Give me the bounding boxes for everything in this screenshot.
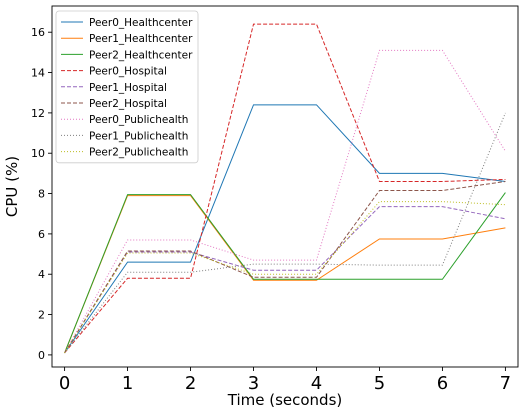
legend-entry: Peer0_Hospital (89, 66, 167, 78)
y-tick-label: 6 (38, 228, 45, 241)
series-line-3 (64, 23, 506, 354)
x-tick-label: 0 (59, 373, 70, 394)
legend: Peer0_Healthcenter Peer1_Healthcenter Peer… (55, 10, 199, 164)
x-tick-label: 2 (185, 373, 196, 394)
legend-entry: Peer2_Publichealth (89, 147, 188, 159)
y-tick-label: 16 (31, 26, 45, 39)
x-axis: 0 1 2 3 4 5 6 7 (59, 367, 511, 394)
y-tick-label: 10 (31, 147, 45, 160)
x-tick-label: 4 (311, 373, 322, 394)
series-line-0 (64, 104, 506, 354)
y-tick-label: 12 (31, 107, 45, 120)
legend-entry: Peer1_Publichealth (89, 130, 188, 142)
x-tick-label: 3 (248, 373, 259, 394)
y-tick-label: 4 (38, 268, 45, 281)
legend-entry: Peer1_Healthcenter (89, 33, 193, 45)
series-line-4 (64, 206, 506, 354)
series-layer (64, 23, 506, 354)
legend-entry: Peer1_Hospital (89, 82, 167, 94)
x-axis-label: Time (seconds) (227, 391, 343, 409)
x-tick-label: 1 (122, 373, 133, 394)
y-axis-label: CPU (%) (3, 156, 21, 217)
legend-box (55, 10, 199, 164)
series-line-8 (64, 201, 506, 354)
legend-entry: Peer2_Healthcenter (89, 49, 193, 61)
y-tick-label: 2 (38, 309, 45, 322)
series-line-1 (64, 195, 506, 354)
y-tick-label: 0 (38, 349, 45, 362)
series-line-2 (64, 192, 506, 354)
y-axis: 0 2 4 6 8 10 12 14 16 (31, 26, 52, 362)
series-line-5 (64, 180, 506, 354)
x-tick-label: 7 (500, 373, 511, 394)
y-tick-label: 14 (31, 67, 45, 80)
legend-entry: Peer0_Healthcenter (89, 17, 193, 29)
legend-entry: Peer2_Hospital (89, 98, 167, 110)
plot-frame (51, 5, 519, 368)
x-tick-label: 5 (374, 373, 385, 394)
y-tick-label: 8 (38, 188, 45, 201)
legend-entry: Peer0_Publichealth (89, 114, 188, 126)
x-tick-label: 6 (437, 373, 448, 394)
